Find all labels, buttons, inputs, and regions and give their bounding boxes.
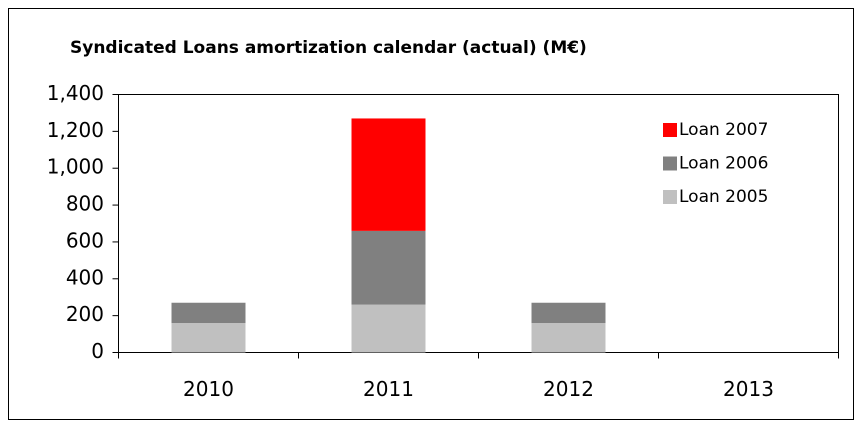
y-tick-label: 800 — [66, 192, 104, 216]
chart-frame — [8, 8, 854, 420]
legend-swatch — [663, 123, 677, 137]
x-tick-label: 2013 — [723, 377, 774, 401]
y-tick-label: 1,400 — [47, 81, 104, 105]
legend-swatch — [663, 190, 677, 204]
y-tick-label: 200 — [66, 302, 104, 326]
legend-swatch — [663, 156, 677, 171]
bar-segment — [171, 323, 246, 353]
y-tick-label: 1,200 — [47, 118, 104, 142]
y-tick-label: 1,000 — [47, 155, 104, 179]
legend-label: Loan 2007 — [679, 120, 768, 140]
y-tick-label: 0 — [91, 339, 104, 363]
x-tick-label: 2010 — [183, 377, 234, 401]
x-tick-label: 2012 — [543, 377, 594, 401]
chart-title: Syndicated Loans amortization calendar (… — [70, 38, 587, 58]
bar-segment — [531, 323, 606, 353]
bar-segment — [351, 230, 426, 305]
legend-label: Loan 2006 — [679, 154, 768, 174]
legend-label: Loan 2005 — [679, 187, 768, 207]
x-tick-label: 2011 — [363, 377, 414, 401]
y-tick-label: 600 — [66, 228, 104, 252]
y-tick-label: 400 — [66, 265, 104, 289]
bar-segment — [531, 302, 606, 324]
bar-segment — [171, 302, 246, 324]
bar-segment — [351, 118, 426, 231]
bar-segment — [351, 304, 426, 353]
